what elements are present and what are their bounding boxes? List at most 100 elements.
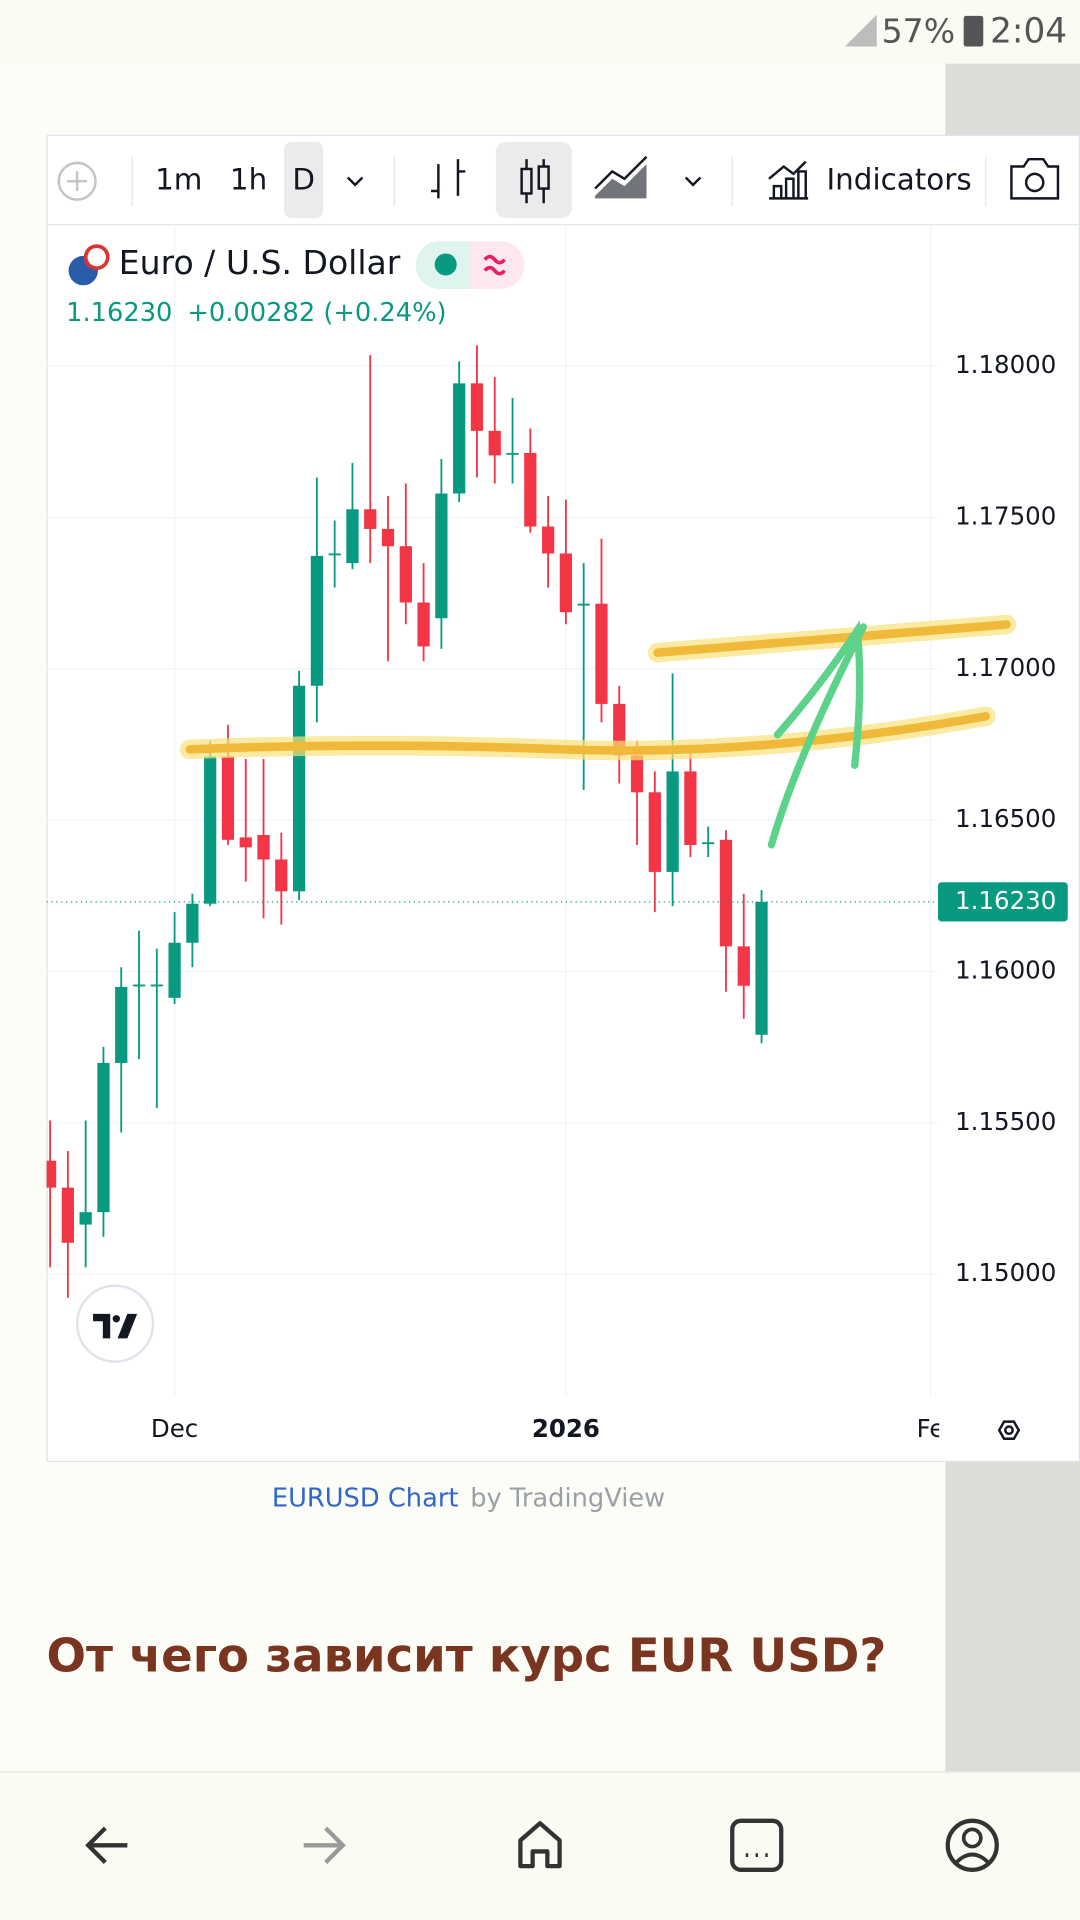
candle-body: [204, 756, 217, 904]
plus-icon: [67, 171, 87, 192]
nav-bar: [0, 1771, 1080, 1920]
candle-body: [97, 1062, 110, 1213]
candle-body: [737, 946, 750, 986]
candles-style-bg: [495, 142, 572, 218]
home-button[interactable]: [518, 1821, 562, 1869]
candle-body: [61, 1187, 74, 1243]
indicators-button[interactable]: Indicators: [827, 163, 972, 197]
y-tick-label: 1.16500: [955, 804, 1056, 833]
drawn-arrow: [767, 620, 867, 849]
drawn-level: [185, 712, 991, 755]
candle-body: [168, 942, 181, 998]
candle-body: [435, 493, 448, 619]
back-button[interactable]: [85, 1826, 128, 1864]
candle-icon-body: [520, 167, 533, 195]
last-price-label: 1.16230: [955, 886, 1056, 915]
y-tick-label: 1.15000: [955, 1258, 1056, 1287]
candle-body: [506, 452, 519, 455]
add-symbol-button[interactable]: [57, 161, 97, 201]
legend-change: +0.00282 (+0.24%): [187, 298, 446, 328]
candle-body: [453, 383, 466, 494]
candle-body: [755, 901, 768, 1035]
candle-body: [524, 452, 537, 527]
symbol-title: Euro / U.S. Dollar: [119, 243, 401, 282]
area-style-button[interactable]: [595, 164, 647, 199]
candle-body: [346, 509, 359, 564]
delayed-data-icon: [483, 254, 506, 276]
plot: 1.15000 1.15500 1.16000 1.16500 1.17000 1.175…: [46, 226, 1068, 1443]
account-body: [955, 1852, 990, 1864]
symbol-icon-flag: [83, 244, 110, 270]
interval-button[interactable]: 1h: [230, 163, 267, 197]
area-icon-line: [594, 155, 648, 190]
candle-body: [79, 1212, 92, 1225]
candle-body: [115, 986, 128, 1063]
indicators-icon[interactable]: [768, 160, 809, 200]
legend-price: 1.16230: [66, 298, 172, 328]
y-tick-label: 1.17500: [955, 501, 1056, 530]
y-tick-label: 1.16000: [955, 956, 1056, 985]
interval-button[interactable]: D: [292, 163, 315, 197]
attribution: by TradingView: [470, 1483, 665, 1513]
candle-body: [46, 1160, 57, 1188]
candle-icon-body: [537, 165, 550, 190]
y-tick-label: 1.15500: [955, 1107, 1056, 1136]
candles: [46, 345, 768, 1298]
bars-style-button[interactable]: [431, 159, 466, 199]
candle-body: [541, 526, 555, 554]
candle-body: [417, 602, 430, 647]
candle-body: [292, 685, 306, 892]
tabs-button[interactable]: [730, 1818, 784, 1872]
candle-body: [577, 603, 590, 606]
clock: 2:04: [990, 12, 1067, 52]
tradingview-dot: [112, 1315, 120, 1323]
candle-body: [275, 859, 288, 892]
candle-body: [239, 837, 252, 848]
battery-icon: [963, 15, 984, 47]
candle-body: [684, 771, 697, 845]
settings-button[interactable]: [997, 1420, 1021, 1440]
battery-level: 57%: [882, 12, 955, 51]
candle-body: [648, 792, 661, 872]
camera-lens: [1024, 172, 1045, 193]
candle-body: [186, 903, 199, 943]
interval-dropdown[interactable]: [346, 176, 364, 187]
chart-widget: [46, 134, 1080, 1463]
y-tick-label: 1.17000: [955, 653, 1056, 682]
last-price-tag: [937, 882, 1068, 922]
candle-body: [364, 509, 377, 529]
candle-body: [221, 756, 235, 840]
x-tick-label: 2026: [532, 1414, 600, 1443]
candle-body: [470, 383, 484, 431]
market-open-dot: [434, 253, 457, 276]
drawn-level: [653, 620, 1011, 657]
y-tick-label: 1.18000: [955, 350, 1056, 379]
candle-body: [666, 771, 679, 872]
tradingview-logo[interactable]: [75, 1284, 155, 1363]
candle-body: [328, 553, 341, 556]
candle-body: [381, 528, 395, 547]
interval-button[interactable]: 1m: [155, 163, 202, 197]
style-dropdown[interactable]: [684, 176, 702, 187]
interval-selected-bg: [284, 142, 324, 218]
candle-body: [702, 842, 715, 845]
x-axis: Dec 2026 Fe: [151, 1414, 945, 1443]
candle-body: [630, 755, 644, 793]
candle-body: [257, 834, 270, 860]
x-tick-label: Dec: [151, 1414, 198, 1443]
article-heading: От чего зависит курс EUR USD?: [47, 1629, 887, 1683]
chart-link[interactable]: EURUSD Chart: [272, 1483, 459, 1513]
status-bar: [0, 0, 1080, 64]
candle-body: [559, 553, 573, 613]
candle-body: [595, 603, 608, 704]
forward-button[interactable]: [303, 1826, 346, 1864]
x-tick-label: Fe: [917, 1414, 945, 1443]
account-button[interactable]: [945, 1818, 999, 1872]
snapshot-button[interactable]: [1010, 157, 1060, 200]
settings-icon-center: [1004, 1425, 1014, 1436]
candle-body: [132, 984, 146, 987]
candle-body: [310, 555, 324, 686]
tradingview-mark: [93, 1313, 138, 1339]
